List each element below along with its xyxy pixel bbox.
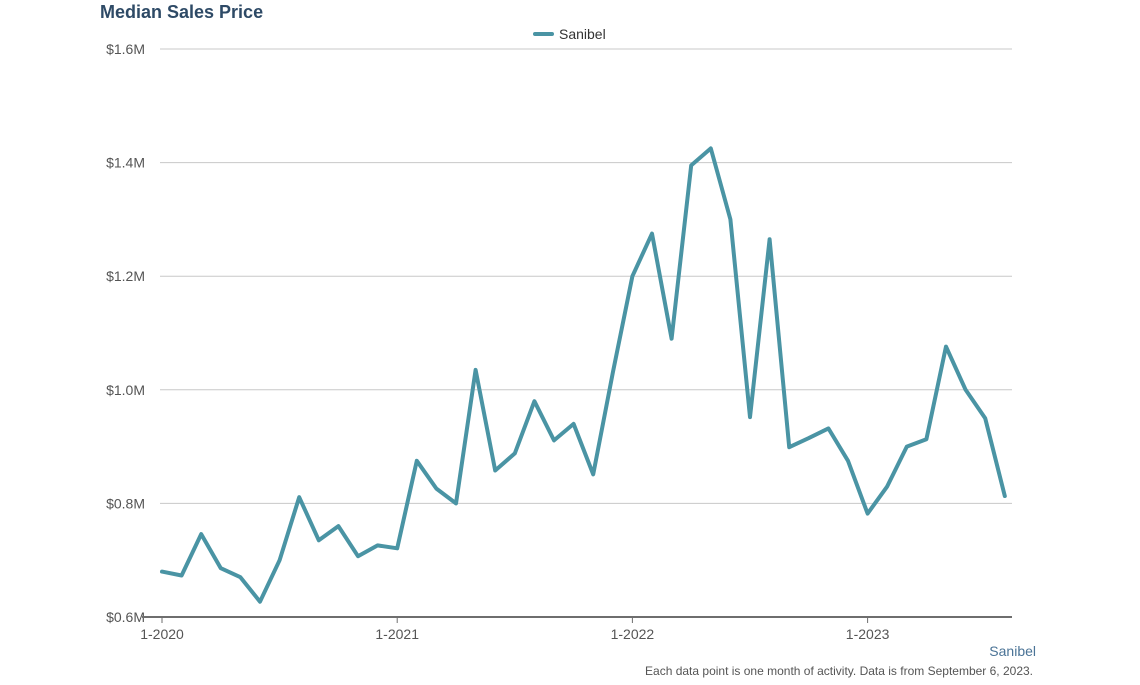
data-point: [943, 344, 949, 350]
data-point: [198, 531, 204, 537]
data-point: [159, 569, 165, 575]
legend-label: Sanibel: [559, 26, 606, 42]
y-tick-label: $0.6M: [106, 609, 145, 625]
data-point: [786, 444, 792, 450]
data-point: [492, 467, 498, 473]
data-point: [551, 437, 557, 443]
data-point: [237, 574, 243, 580]
chart-title: Median Sales Price: [100, 2, 264, 22]
data-point: [1002, 493, 1008, 499]
axes: $0.6M $0.8M $1.0M $1.2M $1.4M $1.6M 1-2020 1-20…: [106, 41, 1012, 642]
data-point: [669, 336, 675, 342]
data-point: [375, 542, 381, 548]
data-point: [982, 415, 988, 421]
x-tick-label: 1-2021: [375, 626, 419, 642]
data-point: [865, 511, 871, 517]
data-point: [708, 145, 714, 151]
y-tick-label: $1.4M: [106, 155, 145, 171]
data-point: [571, 421, 577, 427]
data-point: [433, 486, 439, 492]
data-point: [845, 458, 851, 464]
data-point: [394, 545, 400, 551]
data-point: [806, 435, 812, 441]
data-point: [747, 414, 753, 420]
data-point: [473, 367, 479, 373]
data-point: [767, 236, 773, 242]
region-label: Sanibel: [989, 643, 1036, 659]
data-point: [884, 483, 890, 489]
y-tick-label: $1.0M: [106, 382, 145, 398]
data-point: [512, 450, 518, 456]
data-point: [257, 599, 263, 605]
series-line-sanibel: [160, 146, 1007, 604]
gridlines: [160, 48, 1012, 504]
data-point: [727, 216, 733, 222]
data-point: [923, 436, 929, 442]
data-point: [355, 553, 361, 559]
x-tick-label: 1-2020: [140, 626, 184, 642]
data-point: [904, 444, 910, 450]
y-tick-label: $1.2M: [106, 268, 145, 284]
data-point: [649, 231, 655, 237]
x-tick-label: 1-2022: [611, 626, 655, 642]
data-point: [414, 458, 420, 464]
data-point: [277, 557, 283, 563]
data-point: [179, 573, 185, 579]
series-layer: [159, 145, 1008, 605]
data-point: [453, 500, 459, 506]
data-point: [316, 537, 322, 543]
x-tick-label: 1-2023: [846, 626, 890, 642]
legend: Sanibel: [533, 26, 606, 42]
data-point: [963, 387, 969, 393]
data-point: [590, 471, 596, 477]
y-tick-label: $1.6M: [106, 41, 145, 57]
data-point: [629, 273, 635, 279]
data-point: [531, 398, 537, 404]
y-tick-label: $0.8M: [106, 495, 145, 511]
data-point: [688, 162, 694, 168]
data-point: [296, 494, 302, 500]
data-point: [610, 370, 616, 376]
data-point: [825, 425, 831, 431]
data-point: [218, 565, 224, 571]
data-point: [335, 523, 341, 529]
footnote: Each data point is one month of activity…: [645, 664, 1033, 678]
